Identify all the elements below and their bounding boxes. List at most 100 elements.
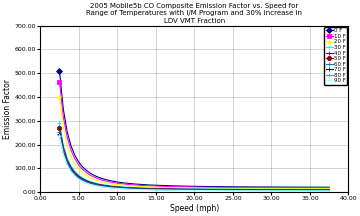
60 F	[115, 186, 120, 189]
80 F	[80, 180, 85, 182]
50 F	[80, 178, 85, 180]
10 F	[123, 183, 127, 185]
0 F	[123, 182, 127, 184]
10 F	[192, 186, 197, 188]
60 F	[80, 179, 85, 181]
10 F	[115, 182, 120, 184]
90 F	[169, 189, 174, 192]
90 F	[146, 189, 150, 191]
10 F	[80, 168, 85, 171]
20 F	[123, 184, 127, 187]
50 F	[65, 159, 69, 162]
60 F	[131, 187, 135, 190]
10 F	[138, 184, 143, 187]
30 F	[184, 187, 189, 190]
30 F	[250, 188, 254, 191]
60 F	[269, 189, 274, 191]
10 F	[107, 181, 112, 183]
50 F	[184, 188, 189, 191]
80 F	[154, 189, 158, 191]
50 F	[100, 184, 104, 187]
10 F	[92, 176, 96, 178]
50 F	[208, 188, 212, 191]
50 F	[231, 188, 235, 191]
60 F	[146, 188, 150, 190]
20 F	[65, 144, 69, 146]
30 F	[88, 180, 93, 183]
0 F	[92, 174, 96, 177]
30 F	[146, 187, 150, 189]
90 F	[231, 189, 235, 192]
80 F	[231, 189, 235, 192]
10 F	[96, 177, 100, 180]
60 F	[192, 189, 197, 191]
70 F	[192, 189, 197, 191]
70 F	[208, 189, 212, 191]
70 F	[80, 179, 85, 182]
60 F	[327, 189, 331, 192]
90 F	[269, 190, 274, 192]
30 F	[288, 188, 293, 191]
40 F	[169, 188, 174, 190]
30 F	[131, 186, 135, 189]
80 F	[96, 185, 100, 187]
X-axis label: Speed (mph): Speed (mph)	[170, 204, 219, 213]
50 F	[84, 180, 89, 182]
60 F	[107, 186, 112, 188]
90 F	[65, 164, 69, 166]
60 F	[154, 188, 158, 191]
90 F	[57, 135, 62, 138]
30 F	[107, 184, 112, 187]
0 F	[77, 161, 81, 164]
0 F	[131, 183, 135, 185]
80 F	[100, 185, 104, 188]
90 F	[107, 187, 112, 189]
30 F	[169, 187, 174, 190]
40 F	[327, 188, 331, 191]
10 F	[57, 80, 62, 83]
10 F	[131, 184, 135, 186]
50 F	[115, 186, 120, 189]
30 F	[231, 188, 235, 191]
40 F	[88, 181, 93, 183]
0 F	[208, 185, 212, 188]
Line: 50 F: 50 F	[57, 126, 331, 192]
70 F	[115, 187, 120, 189]
10 F	[208, 186, 212, 189]
50 F	[77, 175, 81, 178]
10 F	[250, 186, 254, 189]
10 F	[61, 116, 66, 118]
40 F	[77, 175, 81, 178]
0 F	[288, 186, 293, 188]
40 F	[123, 186, 127, 189]
10 F	[65, 136, 69, 139]
0 F	[57, 70, 62, 72]
40 F	[84, 179, 89, 182]
0 F	[231, 186, 235, 188]
50 F	[154, 188, 158, 190]
90 F	[192, 189, 197, 192]
0 F	[115, 181, 120, 183]
50 F	[57, 127, 62, 129]
80 F	[73, 174, 77, 177]
70 F	[131, 187, 135, 190]
40 F	[115, 186, 120, 188]
60 F	[169, 188, 174, 191]
0 F	[192, 185, 197, 188]
40 F	[250, 188, 254, 191]
20 F	[269, 187, 274, 190]
90 F	[123, 188, 127, 190]
80 F	[77, 177, 81, 180]
70 F	[100, 185, 104, 187]
0 F	[107, 179, 112, 182]
0 F	[69, 145, 73, 147]
50 F	[146, 187, 150, 190]
80 F	[288, 189, 293, 192]
80 F	[308, 189, 312, 192]
80 F	[192, 189, 197, 192]
90 F	[69, 170, 73, 173]
10 F	[146, 184, 150, 187]
20 F	[231, 187, 235, 190]
20 F	[138, 185, 143, 188]
30 F	[84, 179, 89, 181]
